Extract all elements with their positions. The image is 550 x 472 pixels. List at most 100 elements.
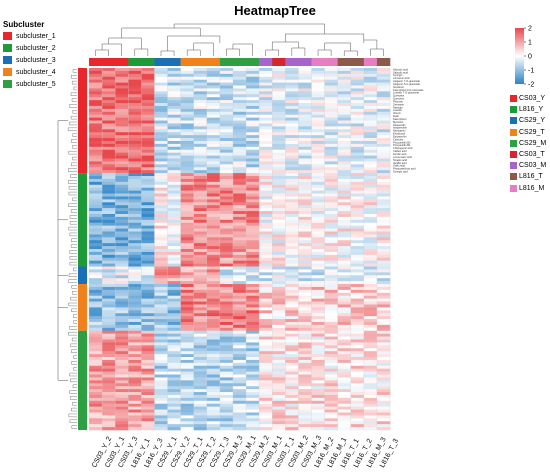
heatmap-cell [232,152,247,156]
heatmap-cell [206,152,221,156]
heatmap-cell [324,286,338,291]
legend-label: CS29_T [519,128,545,136]
row-dendrogram-branch [70,396,77,400]
heatmap-cell [285,240,299,244]
heatmap-cell [219,135,234,139]
heatmap-cell [363,292,378,297]
heatmap-cell [219,260,234,264]
heatmap-cell [259,427,273,431]
heatmap-cell [219,289,234,294]
heatmap-cell [219,79,234,83]
heatmap-cell [193,389,208,393]
heatmap-cell [193,237,208,241]
heatmap-cell [167,392,181,396]
heatmap-cell [272,301,286,305]
heatmap-cell [259,91,273,95]
heatmap-cell [246,397,260,402]
heatmap-cell [246,187,260,191]
heatmap-cell [115,251,129,256]
heatmap-cell [337,272,352,276]
heatmap-cell [193,415,208,419]
heatmap-cell [206,138,221,142]
heatmap-cell [246,196,260,200]
heatmap-cell [141,193,155,197]
heatmap-cell [128,240,142,244]
heatmap-cell [350,254,365,259]
heatmap-cell [193,327,208,332]
heatmap-cell [272,181,286,186]
heatmap-cell [206,246,221,250]
heatmap-cell [376,377,391,381]
row-label: Vanillic acid [393,161,407,165]
heatmap-cell [180,228,194,232]
heatmap-cell [337,225,352,229]
heatmap-cell [324,82,338,86]
row-dendrogram-branch [70,244,77,248]
heatmap-cell [89,374,103,378]
heatmap-cell [128,359,142,364]
heatmap-cell [102,281,116,285]
heatmap-cell [115,380,129,384]
heatmap-cell [232,88,247,92]
color-scale-tick-label: 2 [528,26,532,33]
heatmap-cell [180,167,194,171]
heatmap-cell [128,190,142,194]
heatmap-cell [154,108,168,113]
heatmap-cell [219,292,234,297]
heatmap-cell [350,394,365,399]
heatmap-cell [324,167,338,171]
heatmap-cell [337,111,352,116]
heatmap-cell [115,409,129,413]
heatmap-cell [128,173,142,177]
heatmap-cell [363,278,378,282]
heatmap-cell [102,389,116,393]
row-dendrogram-branch [69,121,77,126]
heatmap-cell [206,237,221,241]
heatmap-cell [311,386,325,390]
heatmap-cell [311,365,325,369]
heatmap-cell [89,330,103,334]
heatmap-cell [167,409,181,413]
heatmap-cell [219,357,234,361]
heatmap-cell [206,389,221,393]
heatmap-cell [311,427,325,431]
heatmap-cell [337,167,352,171]
heatmap-cell [363,114,378,118]
heatmap-cell [337,406,352,410]
heatmap-cell [102,295,116,299]
heatmap-cell [259,73,273,78]
heatmap-cell [141,178,155,183]
row-dendrogram-branch [72,145,77,149]
heatmap-cell [259,123,273,127]
heatmap-cell [298,138,312,142]
row-dendrogram-branch [69,104,77,108]
heatmap-cell [141,281,155,285]
heatmap-cell [311,327,325,332]
heatmap-cell [206,143,221,148]
heatmap-cell [246,427,260,431]
heatmap-cell [298,103,312,107]
heatmap-cell [311,316,325,320]
heatmap-cell [206,418,221,422]
heatmap-cell [167,129,181,133]
heatmap-cell [167,386,181,390]
heatmap-cell [259,260,273,264]
heatmap-cell [128,307,142,311]
heatmap-cell [206,129,221,133]
heatmap-cell [206,120,221,124]
heatmap-cell [311,321,325,326]
heatmap-cell [180,140,194,145]
heatmap-cell [206,403,221,407]
heatmap-cell [298,97,312,101]
heatmap-cell [167,257,181,261]
heatmap-cell [180,135,194,139]
heatmap-cell [141,368,155,372]
heatmap-cell [376,319,391,323]
heatmap-cell [350,82,365,86]
heatmap-cell [232,278,247,282]
heatmap-cell [89,228,103,232]
heatmap-cell [219,354,234,358]
legend-swatch [3,56,12,64]
heatmap-cell [298,333,312,337]
heatmap-cell [324,362,338,367]
